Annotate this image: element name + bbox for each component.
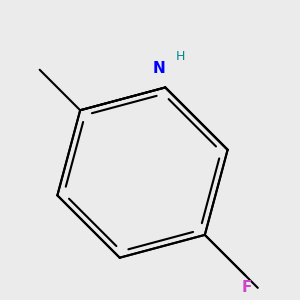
Text: N: N [153, 61, 166, 76]
Text: F: F [242, 280, 252, 296]
Text: H: H [175, 50, 185, 63]
